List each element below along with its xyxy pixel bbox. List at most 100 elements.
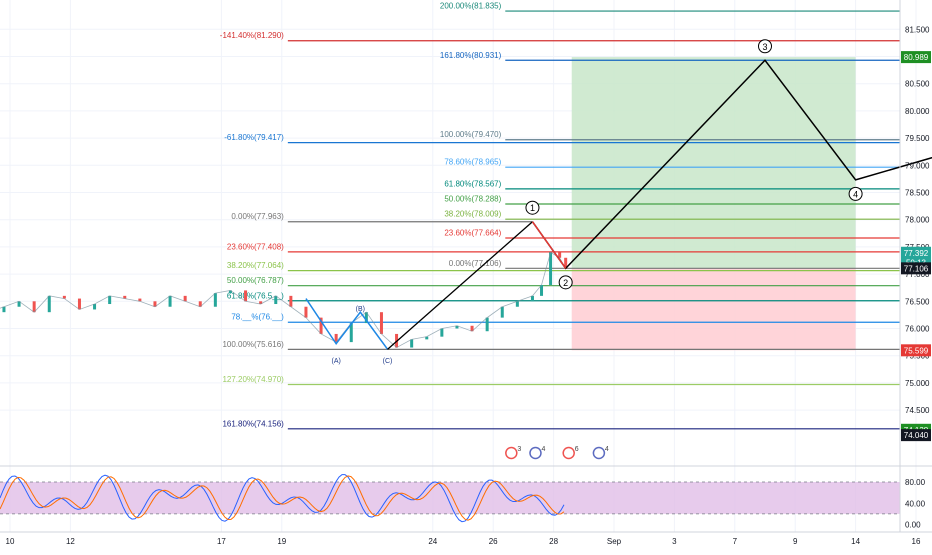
- stoch-k-line: [0, 474, 565, 523]
- fib-level-label: 78.60%(78.965): [444, 158, 501, 167]
- price-tick-label: 80.500: [905, 80, 930, 89]
- price-tick-label: 78.500: [905, 189, 930, 198]
- stoch-tick-label: 80.00: [905, 478, 926, 487]
- abc-label: (A): [331, 358, 340, 365]
- price-badge-label: 77.392: [904, 249, 929, 258]
- price-candle: [123, 295, 127, 299]
- price-badge-label: 75.599: [904, 346, 929, 355]
- event-count: 3: [517, 446, 521, 453]
- event-icons-layer: 3 4 6 4: [505, 446, 609, 460]
- price-tick-label: 78.000: [905, 216, 930, 225]
- price-candle: [274, 295, 278, 305]
- price-candle: [138, 298, 142, 302]
- event-flag-icon: [562, 446, 575, 460]
- price-badge: [901, 51, 931, 64]
- price-candle: [364, 312, 368, 324]
- price-badge-label: 80.989: [904, 53, 929, 62]
- price-candle: [168, 295, 172, 307]
- stoch-band: [0, 482, 900, 514]
- fib-level-label: 0.00%(77.963): [231, 212, 284, 221]
- price-tick-label: 77.000: [905, 270, 930, 279]
- fib-level-label: 161.80%(74.156): [222, 419, 284, 428]
- time-tick-label: 12: [66, 537, 75, 546]
- time-tick-label: 14: [851, 537, 860, 546]
- time-tick-label: 26: [489, 537, 498, 546]
- price-candle: [62, 295, 66, 299]
- fibonacci-layer: 200.00%(81.835) -141.40%(81.290) 161.80%(8…: [220, 2, 900, 430]
- event-flag-icon: [529, 446, 542, 460]
- price-line: [0, 251, 567, 349]
- price-candle: [549, 252, 553, 285]
- time-tick-label: 7: [733, 537, 738, 546]
- event-count: 4: [541, 446, 545, 453]
- fib-level-label: 23.60%(77.664): [444, 228, 501, 237]
- price-candle: [198, 301, 202, 307]
- price-tick-label: 79.000: [905, 161, 930, 170]
- fib-level-label: -141.40%(81.290): [220, 31, 284, 40]
- fib-level-label: 161.80%(80.931): [440, 51, 502, 60]
- time-tick-label: 16: [912, 537, 921, 546]
- price-badge: [901, 262, 931, 275]
- time-tick-label: 3: [672, 537, 677, 546]
- price-candle: [410, 339, 414, 348]
- event-flag-icon: [592, 446, 606, 460]
- price-badge-label: 77.106: [904, 264, 929, 273]
- price-candle: [349, 323, 353, 343]
- wave-label: 3: [762, 42, 767, 52]
- abc-label: (C): [383, 358, 393, 365]
- event-flag-icon: [505, 446, 518, 460]
- price-candle: [485, 317, 489, 332]
- price-badge: [901, 344, 931, 357]
- price-candle: [470, 325, 474, 332]
- event-count: 4: [605, 446, 609, 453]
- profit-zone: [571, 57, 856, 269]
- wave-2-line: [531, 221, 567, 269]
- wave-label: 1: [530, 203, 535, 213]
- fib-level-label: 50.00%(76.787): [227, 276, 284, 285]
- price-candle: [93, 304, 97, 310]
- price-candle: [379, 312, 383, 334]
- stoch-tick-label: 40.00: [905, 499, 926, 508]
- stoch-d-line: [0, 475, 565, 521]
- price-candle: [17, 301, 21, 307]
- fib-level-label: -61.80%(79.417): [224, 133, 284, 142]
- stoch-tick-label: 0.00: [905, 521, 921, 530]
- price-candle: [515, 301, 519, 307]
- price-candle: [244, 290, 248, 302]
- fib-level-label: 61.80%(78.567): [444, 179, 501, 188]
- price-candle: [32, 301, 36, 313]
- abc-wave-line: [305, 298, 389, 350]
- fib-level-label: 61.80%(76.5__): [227, 291, 284, 300]
- event-count: 6: [575, 446, 579, 453]
- abc-label: (B): [356, 306, 365, 313]
- price-candle: [289, 295, 293, 307]
- price-badge: [901, 429, 931, 442]
- price-candle: [2, 306, 6, 313]
- time-tick-label: 10: [6, 537, 15, 546]
- loss-zone: [571, 268, 856, 351]
- position-zone-layer: [571, 57, 856, 351]
- projection-layer: (A) (B) (C) 1 2 3 4: [305, 39, 932, 365]
- wave-1-line: [387, 221, 533, 350]
- fib-level-label: 78.__%(76.__): [231, 313, 284, 322]
- price-candle: [304, 306, 308, 318]
- price-badge-label: 74.040: [904, 431, 929, 440]
- price-candle: [47, 295, 51, 313]
- price-candle: [440, 328, 444, 337]
- price-candle: [108, 295, 112, 305]
- price-candle: [77, 298, 81, 310]
- price-candle: [153, 301, 157, 307]
- fib-level-label: 127.20%(74.970): [222, 375, 284, 384]
- price-series-layer: [0, 251, 568, 349]
- price-candle: [319, 317, 323, 334]
- price-candle: [455, 325, 459, 329]
- price-candle: [558, 252, 562, 258]
- price-candle: [259, 301, 263, 305]
- price-candle: [228, 290, 232, 294]
- price-tick-label: 74.500: [905, 406, 930, 415]
- time-tick-label: 28: [549, 537, 558, 546]
- price-tick-label: 80.000: [905, 107, 930, 116]
- fib-level-label: 38.20%(78.009): [444, 210, 501, 219]
- time-tick-label: Sep: [607, 537, 622, 546]
